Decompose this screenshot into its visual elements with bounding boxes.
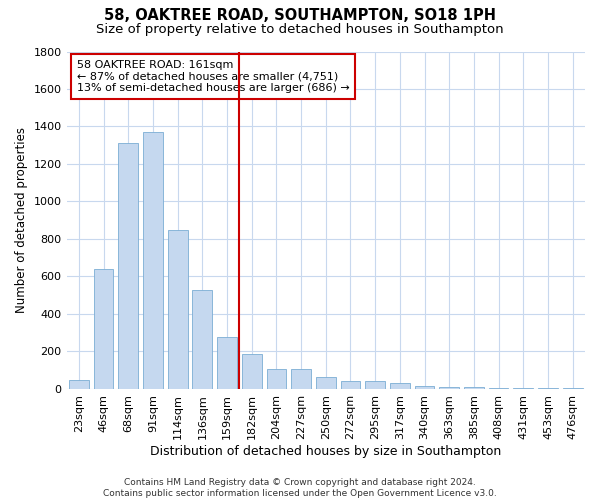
Bar (390, 384, 410, 389)
Bar (316, 377, 335, 389)
Bar (464, 388, 484, 389)
Bar (538, 388, 558, 389)
Bar (242, 354, 262, 389)
Bar (439, 387, 459, 389)
Bar (489, 388, 508, 389)
Bar (365, 382, 385, 389)
Y-axis label: Number of detached properties: Number of detached properties (15, 127, 28, 313)
Bar (94, 269, 113, 389)
Text: 58 OAKTREE ROAD: 161sqm
← 87% of detached houses are smaller (4,751)
13% of semi: 58 OAKTREE ROAD: 161sqm ← 87% of detache… (77, 60, 350, 93)
Bar (217, 338, 237, 389)
Text: Size of property relative to detached houses in Southampton: Size of property relative to detached ho… (96, 22, 504, 36)
X-axis label: Distribution of detached houses by size in Southampton: Distribution of detached houses by size … (150, 444, 502, 458)
Bar (168, 230, 188, 389)
Bar (69, 380, 89, 389)
Bar (415, 386, 434, 389)
Bar (266, 370, 286, 389)
Bar (193, 290, 212, 389)
Bar (118, 144, 138, 389)
Bar (514, 388, 533, 389)
Bar (563, 388, 583, 389)
Bar (143, 132, 163, 389)
Text: Contains HM Land Registry data © Crown copyright and database right 2024.
Contai: Contains HM Land Registry data © Crown c… (103, 478, 497, 498)
Bar (341, 382, 361, 389)
Bar (291, 370, 311, 389)
Text: 58, OAKTREE ROAD, SOUTHAMPTON, SO18 1PH: 58, OAKTREE ROAD, SOUTHAMPTON, SO18 1PH (104, 8, 496, 22)
